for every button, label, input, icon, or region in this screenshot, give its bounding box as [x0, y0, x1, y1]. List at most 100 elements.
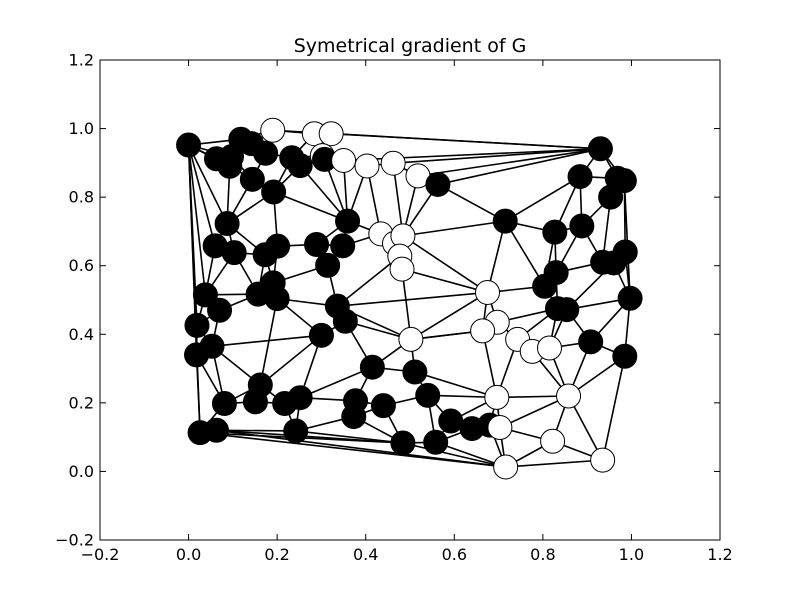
- graph-edge: [337, 291, 488, 307]
- graph-node-black: [554, 297, 580, 323]
- graph-edge: [299, 366, 373, 399]
- graph-node-white: [389, 256, 415, 282]
- graph-edge: [401, 268, 488, 294]
- graph-node-white: [537, 335, 562, 361]
- graph-node-black: [217, 153, 243, 179]
- graph-node-black: [184, 312, 210, 338]
- graph-node-black: [264, 286, 290, 312]
- graph-node-black: [611, 168, 637, 194]
- graph-node-black: [492, 208, 518, 234]
- chart-title: Symetrical gradient of G: [294, 35, 527, 57]
- graph-node-black: [287, 385, 313, 411]
- graph-edge: [402, 442, 506, 468]
- graph-node-black: [335, 208, 361, 234]
- graph-node-black: [532, 273, 558, 299]
- graph-node-white: [556, 383, 582, 409]
- graph-edge: [259, 334, 322, 386]
- graph-node-black: [402, 359, 428, 385]
- y-tick-label: 0.8: [69, 188, 94, 207]
- graph-node-black: [261, 179, 287, 205]
- graph-edge: [393, 148, 601, 164]
- graph-edge: [187, 144, 207, 295]
- graph-node-black: [287, 153, 313, 179]
- graph-node-white: [540, 428, 566, 454]
- graph-node-black: [423, 429, 449, 455]
- graph-node-white: [590, 447, 616, 473]
- graph-node-black: [207, 297, 233, 323]
- y-tick-label: 0.0: [69, 462, 94, 481]
- graph-edge: [499, 395, 569, 429]
- y-tick-label: 0.6: [69, 256, 94, 275]
- graph-edge: [336, 255, 401, 307]
- graph-node-black: [308, 322, 334, 348]
- x-tick-label: −0.2: [81, 545, 120, 564]
- x-tick-label: 0.4: [353, 545, 378, 564]
- y-tick-label: 1.2: [69, 51, 94, 70]
- graph-edge: [505, 459, 603, 468]
- graph-edge: [211, 334, 322, 348]
- graph-node-black: [425, 171, 451, 197]
- graph-node-white: [260, 117, 286, 143]
- graph-node-black: [341, 404, 367, 430]
- x-tick-label: 1.2: [707, 545, 732, 564]
- graph-edge: [187, 144, 216, 247]
- graph-node-black: [304, 231, 330, 257]
- y-tick-label: 0.4: [69, 325, 94, 344]
- graph-node-black: [253, 140, 279, 166]
- graph-node-black: [415, 382, 441, 408]
- graph-edge: [273, 191, 348, 222]
- axis-ticks: [99, 59, 721, 541]
- graph-node-black: [330, 233, 356, 259]
- graph-node-black: [578, 329, 604, 355]
- graph-node-black: [612, 343, 638, 369]
- graph-node-black: [239, 166, 265, 192]
- graph-node-black: [569, 213, 595, 239]
- x-axis-tick-labels: −0.2 0.0 0.2 0.4 0.6 0.8 1.0 1.2: [81, 545, 733, 564]
- graph-edge: [623, 180, 631, 299]
- graph-node-black: [184, 342, 210, 368]
- graph-node-black: [587, 136, 613, 162]
- graph-node-black: [370, 393, 396, 419]
- graph-edge: [259, 298, 278, 386]
- graph-node-black: [601, 250, 627, 276]
- graph-node-white: [398, 326, 424, 352]
- graph-edge: [437, 148, 601, 186]
- graph-edge: [417, 148, 601, 177]
- graph-edge: [402, 220, 506, 237]
- x-tick-label: 1.0: [619, 545, 644, 564]
- graph-node-white: [318, 121, 344, 147]
- graph-node-white: [380, 150, 406, 176]
- graph-edge: [331, 132, 601, 150]
- graph-edge: [195, 354, 201, 433]
- graph-node-black: [211, 391, 237, 417]
- graph-node-black: [438, 408, 464, 434]
- graph-edge: [601, 356, 626, 461]
- graph-node-white: [487, 415, 513, 441]
- graph-node-white: [484, 384, 510, 410]
- y-axis-tick-labels: −0.2 0.0 0.2 0.4 0.6 0.8 1.0 1.2: [55, 51, 94, 550]
- graph-node-black: [315, 252, 341, 278]
- graph-node-black: [265, 233, 291, 259]
- x-tick-label: 0.6: [442, 545, 467, 564]
- graph-edge: [216, 429, 403, 444]
- graph-node-black: [567, 164, 593, 190]
- graph-node-black: [390, 430, 416, 456]
- graph-node-white: [331, 147, 357, 173]
- graph-node-white: [493, 454, 519, 480]
- x-tick-label: 0.0: [176, 545, 201, 564]
- plot-frame: [99, 59, 721, 541]
- graph-edge: [410, 291, 488, 341]
- graph-node-black: [203, 417, 229, 443]
- graph-edge: [504, 175, 581, 222]
- graph-node-black: [214, 211, 240, 237]
- graph-node-black: [283, 418, 309, 444]
- graph-edge: [216, 429, 506, 468]
- graph-node-black: [598, 184, 624, 210]
- graph-edge: [414, 371, 498, 399]
- x-tick-label: 0.8: [530, 545, 555, 564]
- graph-edge: [295, 430, 404, 444]
- y-tick-label: 1.0: [69, 119, 94, 138]
- graph-node-black: [332, 308, 358, 334]
- x-tick-label: 0.2: [264, 545, 289, 564]
